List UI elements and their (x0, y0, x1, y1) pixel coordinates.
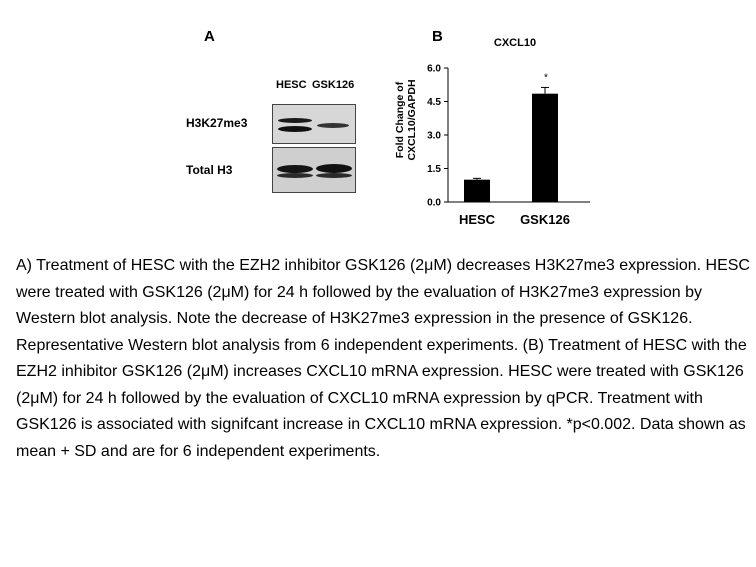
x-axis-category-labels: HESC GSK126 (459, 212, 570, 227)
y-tick-label: 3.0 (427, 131, 441, 142)
y-tick-label: 6.0 (427, 64, 441, 75)
western-blot-total-h3 (272, 147, 356, 193)
y-tick-label: 1.5 (427, 164, 441, 175)
y-axis-label-line: CXCL10/GAPDH (406, 79, 418, 160)
blot-band (278, 126, 312, 132)
chart-title: CXCL10 (494, 37, 536, 49)
bar (464, 179, 490, 202)
panel-b-label: B (432, 28, 443, 45)
blot-row-label-h3k27me3: H3K27me3 (186, 116, 248, 130)
panel-a-label: A (204, 28, 215, 45)
blot-band (278, 118, 312, 123)
x-category-label: GSK126 (520, 212, 570, 227)
blot-band (277, 165, 313, 173)
significance-asterisk: * (544, 72, 548, 83)
lane-label-gsk126: GSK126 (312, 79, 355, 91)
blot-row-label-total-h3: Total H3 (186, 163, 233, 177)
blot-band (316, 173, 352, 178)
y-axis-label-line: Fold Change of (394, 81, 406, 158)
lane-label-hesc: HESC (276, 79, 307, 91)
y-tick-label: 4.5 (427, 97, 441, 108)
cxcl10-bar-chart: CXCL10 Fold Change ofCXCL10/GAPDH 0.0 1.5… (394, 37, 590, 227)
western-blot-h3k27me3 (272, 104, 356, 144)
x-category-label: HESC (459, 212, 496, 227)
blot-band (316, 164, 352, 173)
y-axis-label: Fold Change ofCXCL10/GAPDH (394, 79, 418, 160)
blot-band (277, 173, 313, 178)
blot-band (317, 123, 349, 128)
bar-series (464, 93, 558, 202)
error-bars (473, 86, 549, 180)
figure: A HESC GSK126 H3K27me3 Total H3 B CXCL10… (0, 0, 756, 240)
figure-caption: A) Treatment of HESC with the EZH2 inhib… (16, 257, 750, 460)
significance-annotations: * (544, 72, 548, 83)
bar (532, 93, 558, 202)
y-axis-ticks: 0.0 1.5 3.0 4.5 6.0 (427, 64, 448, 209)
y-tick-label: 0.0 (427, 198, 441, 209)
